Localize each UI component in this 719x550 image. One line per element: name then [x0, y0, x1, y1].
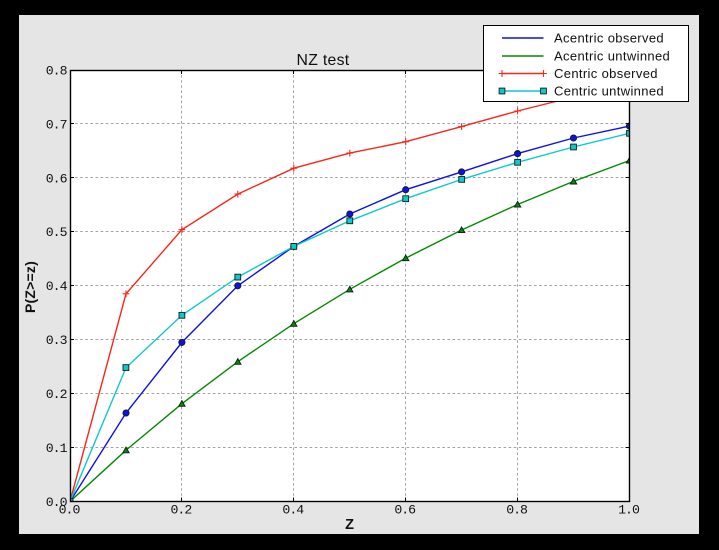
svg-text:0.4: 0.4: [282, 503, 304, 518]
svg-text:0.3: 0.3: [46, 333, 68, 348]
svg-text:0.0: 0.0: [46, 495, 68, 510]
svg-text:0.6: 0.6: [46, 171, 68, 186]
svg-text:NZ test: NZ test: [296, 52, 349, 69]
svg-text:0.0: 0.0: [59, 503, 81, 518]
svg-text:0.6: 0.6: [394, 503, 416, 518]
svg-text:1.0: 1.0: [618, 503, 640, 518]
svg-text:Acentric untwinned: Acentric untwinned: [554, 49, 670, 64]
svg-text:0.5: 0.5: [46, 225, 68, 240]
svg-text:0.8: 0.8: [46, 63, 68, 78]
svg-text:0.1: 0.1: [46, 441, 68, 456]
svg-text:Centric observed: Centric observed: [554, 66, 658, 81]
svg-text:0.4: 0.4: [46, 279, 68, 294]
svg-text:Acentric observed: Acentric observed: [554, 31, 664, 46]
svg-text:0.7: 0.7: [46, 117, 67, 132]
svg-text:Centric untwinned: Centric untwinned: [554, 84, 664, 99]
svg-text:0.8: 0.8: [506, 503, 528, 518]
svg-text:Z: Z: [345, 517, 354, 533]
svg-text:0.2: 0.2: [171, 503, 192, 518]
svg-text:P(Z>=z): P(Z>=z): [22, 261, 38, 313]
svg-text:0.2: 0.2: [46, 387, 67, 402]
